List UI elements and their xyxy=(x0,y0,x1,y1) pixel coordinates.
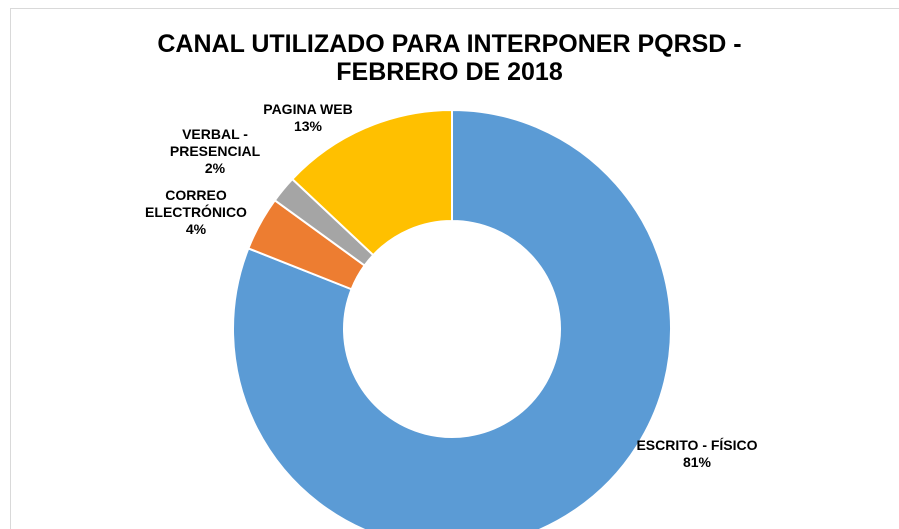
value-label: 13% xyxy=(293,118,323,134)
category-label: VERBAL - PRESENCIAL xyxy=(169,126,261,159)
value-label: 2% xyxy=(204,160,226,176)
category-label: CORREO ELECTRÓNICO xyxy=(145,187,247,220)
data-label: VERBAL - PRESENCIAL 2% xyxy=(170,126,260,177)
donut-slice xyxy=(290,108,453,257)
value-label: 81% xyxy=(682,454,712,470)
value-label: 4% xyxy=(185,221,207,237)
chart-frame xyxy=(10,8,899,529)
donut-slice xyxy=(232,108,672,529)
data-label: CORREO ELECTRÓNICO 4% xyxy=(145,187,247,238)
data-label: ESCRITO - FÍSICO 81% xyxy=(636,437,757,471)
chart-title: CANAL UTILIZADO PARA INTERPONER PQRSD - … xyxy=(157,30,742,86)
data-label: PAGINA WEB 13% xyxy=(263,101,352,135)
category-label: PAGINA WEB xyxy=(263,101,353,117)
category-label: ESCRITO - FÍSICO xyxy=(636,437,758,453)
